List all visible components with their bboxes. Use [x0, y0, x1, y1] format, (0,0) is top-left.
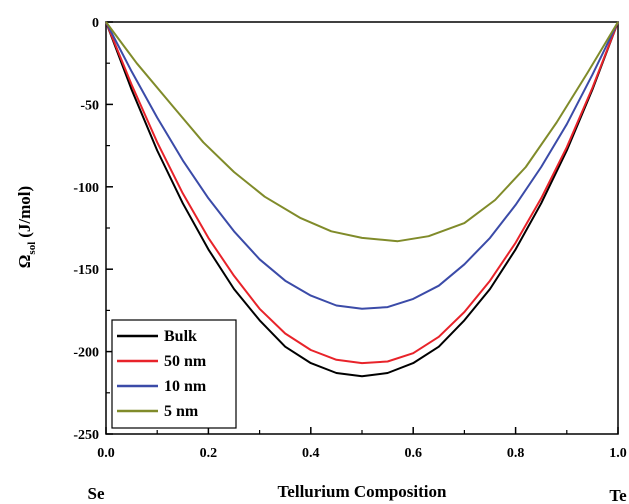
y-axis-title-subscript: sol: [26, 242, 38, 255]
series-layer: [105, 21, 619, 378]
x-tick-label: 0.4: [302, 446, 320, 461]
svg-text:Ωsol(J/mol): Ωsol (J/mol): [15, 186, 38, 268]
right-end-label: Te: [609, 486, 627, 504]
x-tick-label: 0.2: [200, 446, 218, 461]
x-tick-label: 1.0: [609, 446, 627, 461]
series-line: [105, 21, 619, 378]
legend: Bulk 50 nm 10 nm 5 nm: [111, 319, 237, 429]
x-tick-label: 0.8: [507, 446, 525, 461]
series-line: [105, 21, 619, 365]
legend-label: 50 nm: [164, 353, 207, 370]
x-axis-title: Tellurium Composition: [278, 482, 447, 501]
y-tick-label: -100: [73, 181, 99, 196]
legend-label: 10 nm: [164, 378, 207, 395]
series-line: [105, 21, 619, 243]
y-axis-title-unit: (J/mol): [15, 186, 34, 238]
y-axis: 0 -50 -100 -150 -200 -250: [73, 16, 113, 443]
x-axis: 0.0 0.2 0.4 0.6 0.8 1.0: [97, 427, 627, 461]
legend-label: 5 nm: [164, 403, 199, 420]
y-tick-label: -200: [73, 346, 99, 361]
y-axis-title: Ωsol (J/mol): [15, 186, 38, 268]
y-axis-title-symbol: Ω: [15, 255, 34, 269]
series-line: [105, 21, 619, 310]
y-tick-label: -150: [73, 263, 99, 278]
x-tick-label: 0.0: [97, 446, 115, 461]
left-end-label: Se: [88, 484, 105, 503]
y-tick-label: -250: [73, 428, 99, 443]
y-tick-label: 0: [92, 16, 99, 31]
legend-label: Bulk: [164, 328, 197, 345]
x-tick-label: 0.6: [404, 446, 422, 461]
y-tick-label: -50: [80, 98, 99, 113]
